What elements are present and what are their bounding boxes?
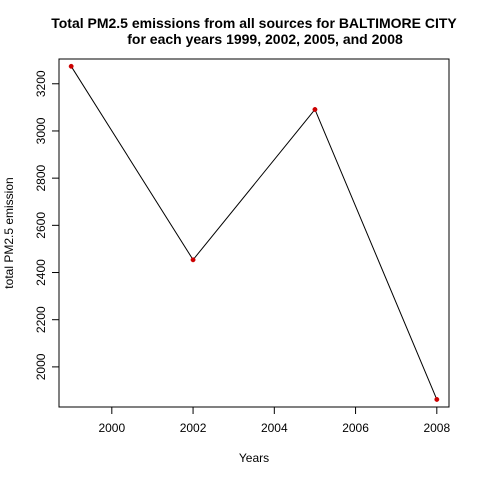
- x-tick-label: 2006: [342, 421, 369, 435]
- series-layer: [68, 63, 440, 402]
- y-tick-label: 2800: [34, 164, 48, 191]
- x-tick-label: 2008: [423, 421, 450, 435]
- data-point: [312, 107, 318, 112]
- chart-title: Total PM2.5 emissions from all sources f…: [51, 15, 457, 31]
- y-tick-label: 3000: [34, 117, 48, 144]
- x-axis-label: Years: [239, 451, 269, 465]
- y-tick-label: 2400: [34, 259, 48, 286]
- x-axis: 2000 2002 2004 2006 2008: [98, 406, 450, 435]
- x-tick-label: 2000: [98, 421, 125, 435]
- x-tick-label: 2002: [180, 421, 207, 435]
- x-tick-label: 2004: [261, 421, 288, 435]
- chart-subtitle: for each years 1999, 2002, 2005, and 200…: [127, 31, 403, 47]
- y-axis: 2000 2200 2400 2600 2800 3000 3200: [34, 70, 60, 380]
- data-point: [434, 397, 440, 402]
- y-tick-label: 2200: [34, 306, 48, 333]
- plot-frame: [58, 58, 450, 408]
- y-tick-label: 2600: [34, 212, 48, 239]
- y-tick-label: 3200: [34, 70, 48, 97]
- data-point: [68, 63, 74, 69]
- y-tick-label: 2000: [34, 353, 48, 380]
- y-axis-label: total PM2.5 emission: [2, 177, 16, 288]
- series-line: [70, 66, 438, 400]
- data-point: [190, 257, 196, 263]
